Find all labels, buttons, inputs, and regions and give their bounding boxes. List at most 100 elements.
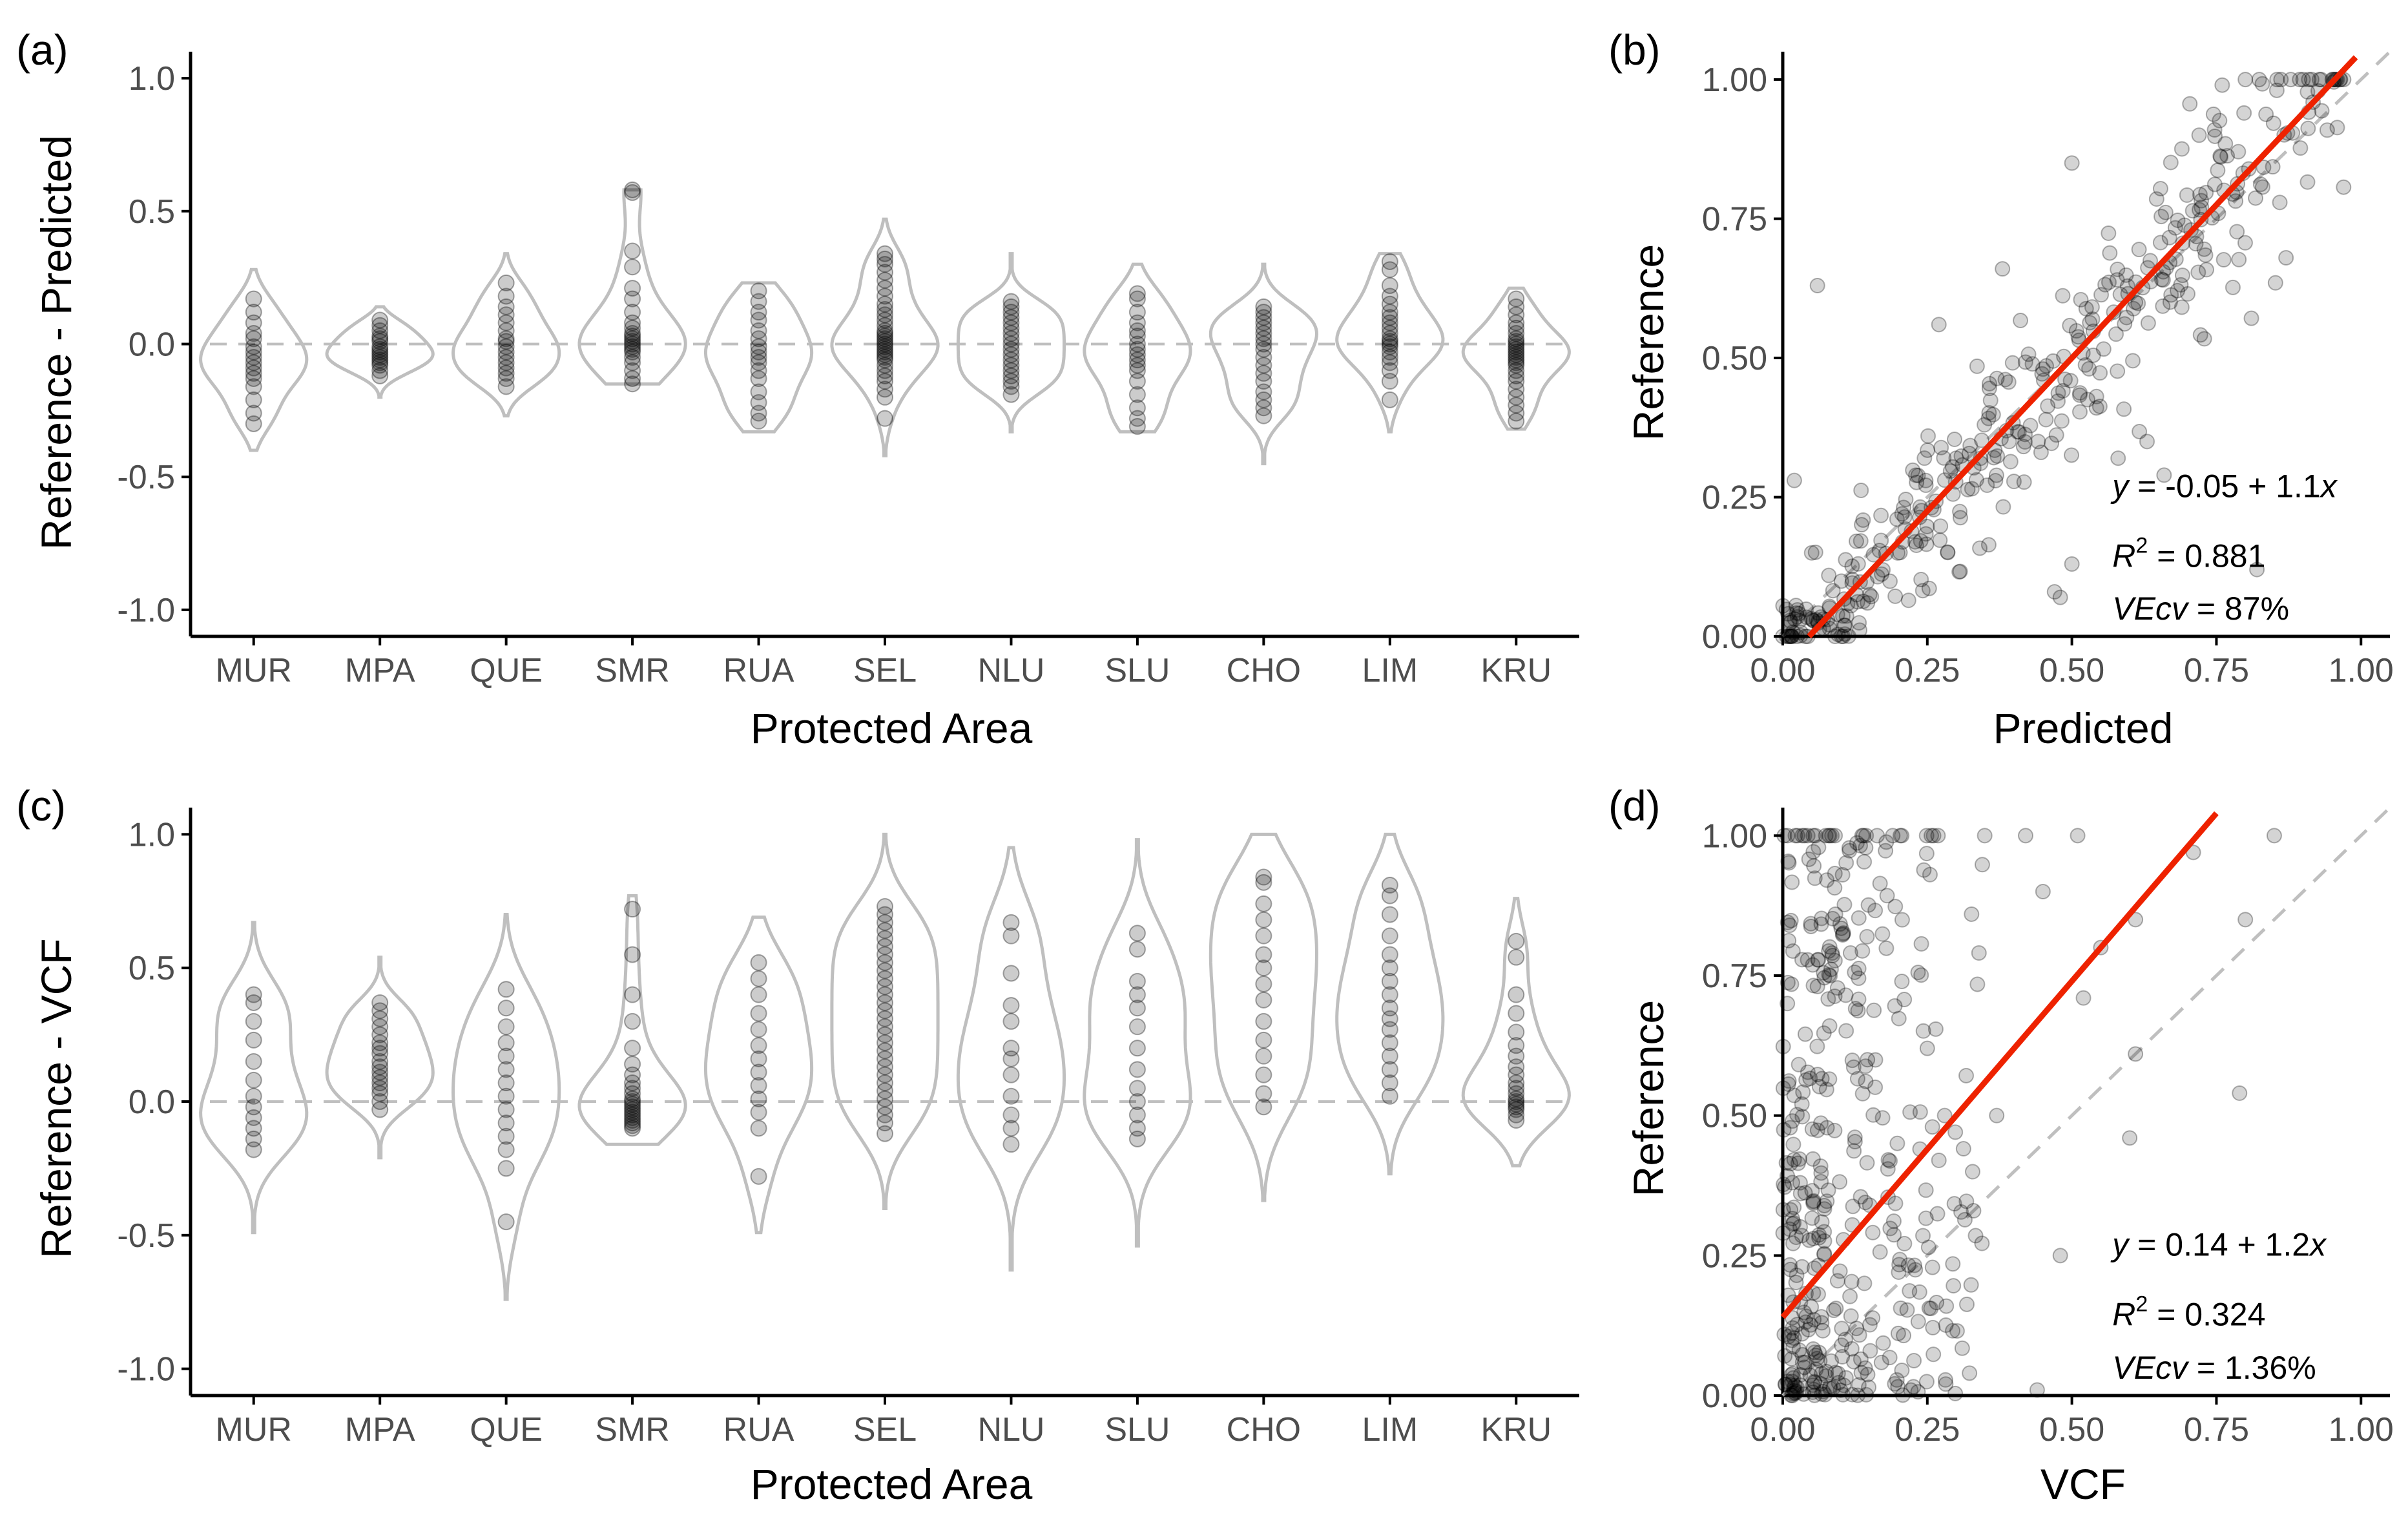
scatter-point-d [1783,1202,1799,1218]
scatter-point-b [2265,159,2281,175]
data-point-kru-c [1508,1005,1525,1022]
scatter-point-b [2112,286,2128,302]
data-point-sel-a [877,330,893,348]
scatter-point-d [1775,1202,1791,1218]
data-point-mur-a [245,290,262,308]
scatter-point-d [1827,1365,1843,1381]
data-point-smr-a [624,330,641,348]
data-point-kru-c [1508,1023,1525,1041]
data-point-mpa-c [371,1093,389,1110]
scatter-point-d [1851,1327,1867,1343]
scatter-point-b [1894,506,1910,522]
data-point-rua-a [750,412,767,430]
scatter-point-d [1794,952,1810,968]
scatter-point-d [1853,1189,1869,1205]
data-point-slu-c [1128,1080,1146,1097]
scatter-point-b [2006,474,2022,490]
scatter-point-b [1944,459,1960,475]
scatter-point-b [2267,275,2283,291]
scatter-point-b [2174,141,2190,157]
scatter-point-d [1816,1224,1832,1240]
scatter-point-d [1781,855,1797,871]
scatter-point-b [1788,598,1804,614]
data-point-smr-c [624,1120,641,1137]
data-point-kru-a [1508,338,1525,355]
scatter-point-b [2237,72,2254,88]
x-tick-label-rua-a: RUA [723,652,794,689]
scatter-point-d [1785,1365,1801,1381]
x-tick-label-d: 0.50 [2039,1411,2104,1449]
scatter-point-b [2225,279,2241,295]
scatter-point-b [1810,605,1826,621]
data-point-rua-c [750,1167,767,1185]
data-point-rua-a [750,322,767,339]
scatter-point-d [1787,1377,1803,1394]
scatter-point-d [1811,1227,1827,1243]
scatter-point-d [1949,1323,1965,1339]
scatter-point-d [1872,875,1888,892]
scatter-point-d [1813,1174,1829,1190]
data-point-sel-c [877,1082,893,1100]
scatter-point-b [2230,143,2247,160]
scatter-point-b [2303,72,2320,88]
scatter-point-d [1902,1104,1918,1120]
scatter-point-b [1972,540,1988,556]
scatter-point-d [1850,1003,1866,1019]
scatter-point-d [1806,1374,1822,1390]
y-tick-label-b: 0.25 [1702,479,1767,517]
scatter-point-d [1845,1059,1862,1075]
violin-nlu-c [956,846,1066,1272]
scatter-point-b [2055,382,2071,399]
data-point-lim-a [1381,354,1398,371]
x-tick-label-kru-a: KRU [1480,652,1552,689]
scatter-point-d [1797,1354,1813,1370]
scatter-point-d [1838,855,1854,871]
scatter-point-d [1872,1244,1888,1260]
scatter-point-b [2313,72,2329,88]
scatter-point-b [1779,629,1795,644]
scatter-point-d [1844,1386,1860,1403]
data-point-mpa-c [371,1069,389,1086]
data-point-que-a [497,370,515,387]
scatter-point-b [1918,526,1934,542]
scatter-point-d [1925,1319,1941,1335]
scatter-point-d [1891,1264,1907,1281]
scatter-point-b [2188,236,2204,252]
scatter-point-d [1894,1363,1910,1379]
data-point-kru-c [1508,1106,1525,1124]
scatter-point-b [2299,174,2316,190]
data-point-sel-a [877,311,893,329]
data-point-smr-a [624,290,641,308]
data-point-lim-a [1381,333,1398,350]
scatter-point-d [1916,862,1932,878]
scatter-point-d [1923,1301,1939,1317]
scatter-point-d [1794,1096,1810,1112]
data-point-cho-a [1255,298,1272,315]
scatter-point-d [1812,1376,1829,1392]
scatter-point-d [1809,1122,1825,1138]
scatter-point-b [1789,629,1805,644]
scatter-point-d [1820,991,1836,1007]
scatter-point-b [2062,373,2079,389]
scatter-point-d [1800,1064,1816,1080]
scatter-point-d [1878,842,1894,859]
data-point-smr-a [624,343,641,361]
scatter-point-d [1846,1143,1862,1159]
data-point-sel-c [877,1042,893,1060]
data-point-cho-a [1255,335,1272,353]
data-point-mpa-a [371,328,389,345]
violin-smr-c [577,894,687,1146]
scatter-point-d [1860,897,1876,913]
data-point-cho-a [1255,357,1272,374]
data-point-sel-a [877,362,893,379]
scatter-point-d [1782,1257,1798,1273]
y-tick-label-d: 1.00 [1702,817,1767,855]
scatter-point-b [1932,532,1948,549]
data-point-smr-a [624,258,641,276]
scatter-point-b [1951,564,1967,580]
scatter-point-d [1796,828,1812,844]
scatter-point-d [1804,1183,1820,1199]
scatter-point-d [2075,990,2091,1006]
scatter-point-b [1942,463,1958,479]
scatter-point-d [1847,1001,1863,1017]
